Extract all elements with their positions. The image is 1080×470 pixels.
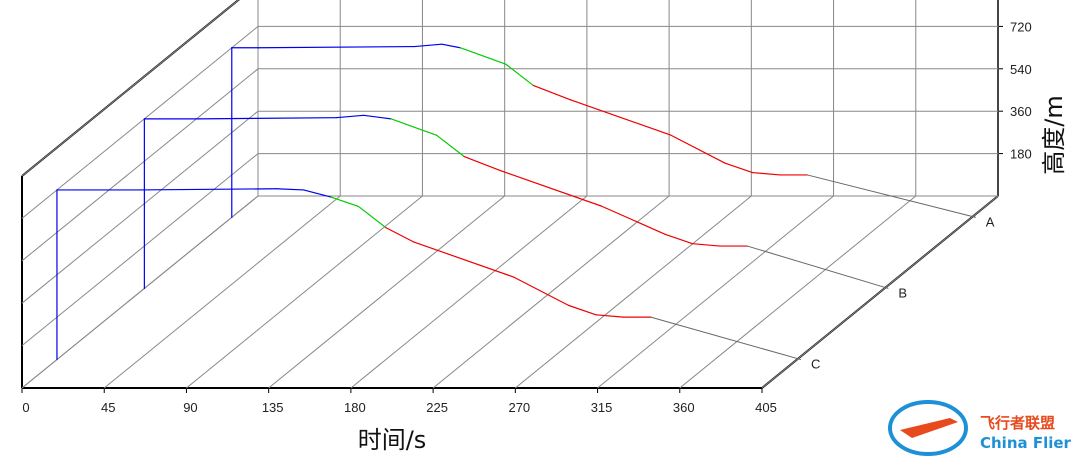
x-tick-label: 90 — [183, 400, 197, 415]
series-B-segment — [198, 117, 337, 120]
series-B-segment — [335, 114, 365, 119]
left-wall-hgrid — [21, 68, 259, 262]
series-B: B — [143, 114, 907, 300]
y-tick-label: 180 — [1010, 147, 1032, 162]
watermark-text-en: China Flier — [980, 434, 1072, 452]
y-tick-label: 540 — [1010, 62, 1032, 77]
series-C-segment — [513, 276, 570, 306]
series-B-segment — [664, 233, 694, 245]
series-C-leader — [650, 316, 802, 361]
series-B-segment — [691, 243, 721, 247]
series-A-segment — [441, 43, 461, 49]
x-tick-label: 0 — [22, 400, 29, 415]
left-wall-hgrid — [21, 26, 259, 219]
series-A-segment — [724, 162, 754, 174]
floor-depth-grid — [679, 195, 917, 389]
x-tick-label: 270 — [508, 400, 530, 415]
series-B-segment — [463, 155, 502, 172]
series-C: C — [56, 188, 820, 372]
x-axis-title: 时间/s — [358, 426, 427, 454]
series-A-segment — [532, 84, 571, 101]
series-C-segment — [330, 196, 360, 208]
series-B-segment — [436, 134, 465, 158]
series-A-segment — [459, 47, 507, 65]
series-C-segment — [385, 227, 414, 243]
watermark-ring-icon — [888, 400, 968, 456]
series-label-C: C — [811, 357, 820, 372]
series-A-segment — [505, 63, 534, 87]
floor-depth-grid — [21, 195, 259, 389]
floor-depth-grid — [186, 195, 423, 389]
floor-depth-grid — [103, 195, 341, 389]
top-left-depth-edge — [21, 0, 240, 177]
x-tick-label: 180 — [344, 400, 366, 415]
grid-lines — [21, 0, 999, 389]
series-A-segment — [569, 98, 671, 136]
series-C-segment — [275, 188, 305, 191]
series-layer: A B C — [56, 43, 995, 372]
series-B-segment — [500, 170, 602, 207]
watermark-logo: 飞行者联盟 China Flier — [888, 400, 1072, 456]
left-wall-hgrid — [21, 153, 259, 346]
series-A-segment — [258, 45, 416, 49]
watermark-text-cn: 飞行者联盟 — [980, 414, 1055, 432]
y-tick-label: 360 — [1010, 104, 1032, 119]
series-A-segment — [413, 43, 443, 48]
series-A-segment — [751, 171, 781, 176]
left-wall-hgrid — [21, 110, 259, 304]
axes-frame — [21, 0, 1003, 393]
x-tick-label: 135 — [262, 400, 284, 415]
series-C-segment — [567, 304, 597, 316]
series-C-segment — [595, 314, 624, 318]
y-axis-title: 高度/m — [1040, 95, 1068, 174]
series-C-segment — [303, 189, 332, 198]
floor-depth-grid — [761, 195, 999, 389]
series-label-A: A — [986, 214, 995, 229]
floor-depth-grid — [432, 195, 670, 389]
x-tick-label: 315 — [591, 400, 613, 415]
floor-depth-grid — [515, 195, 752, 389]
series-A-segment — [669, 134, 726, 164]
watermark-plane-icon — [900, 418, 958, 438]
series-B-segment — [390, 118, 438, 136]
y-tick-label: 720 — [1010, 19, 1032, 34]
left-wall-hgrid — [21, 0, 240, 177]
series-B-segment — [600, 205, 666, 235]
x-tick-label: 360 — [673, 400, 695, 415]
floor-depth-grid — [268, 195, 505, 389]
tick-labels: 0459013518022527031536040518036054072090… — [22, 19, 1032, 415]
series-C-segment — [357, 205, 387, 229]
series-A-leader — [807, 174, 976, 218]
x-tick-label: 405 — [755, 400, 777, 415]
floor-depth-grid — [350, 195, 588, 389]
series-C-segment — [412, 241, 515, 278]
series-label-B: B — [898, 285, 907, 300]
series-A: A — [231, 43, 995, 229]
x-tick-label: 225 — [426, 400, 448, 415]
floor-depth-grid — [597, 195, 834, 389]
x-tick-label: 45 — [101, 400, 115, 415]
series-B-segment — [363, 114, 392, 120]
series-C-segment — [138, 188, 277, 191]
series-B-leader — [747, 245, 889, 289]
